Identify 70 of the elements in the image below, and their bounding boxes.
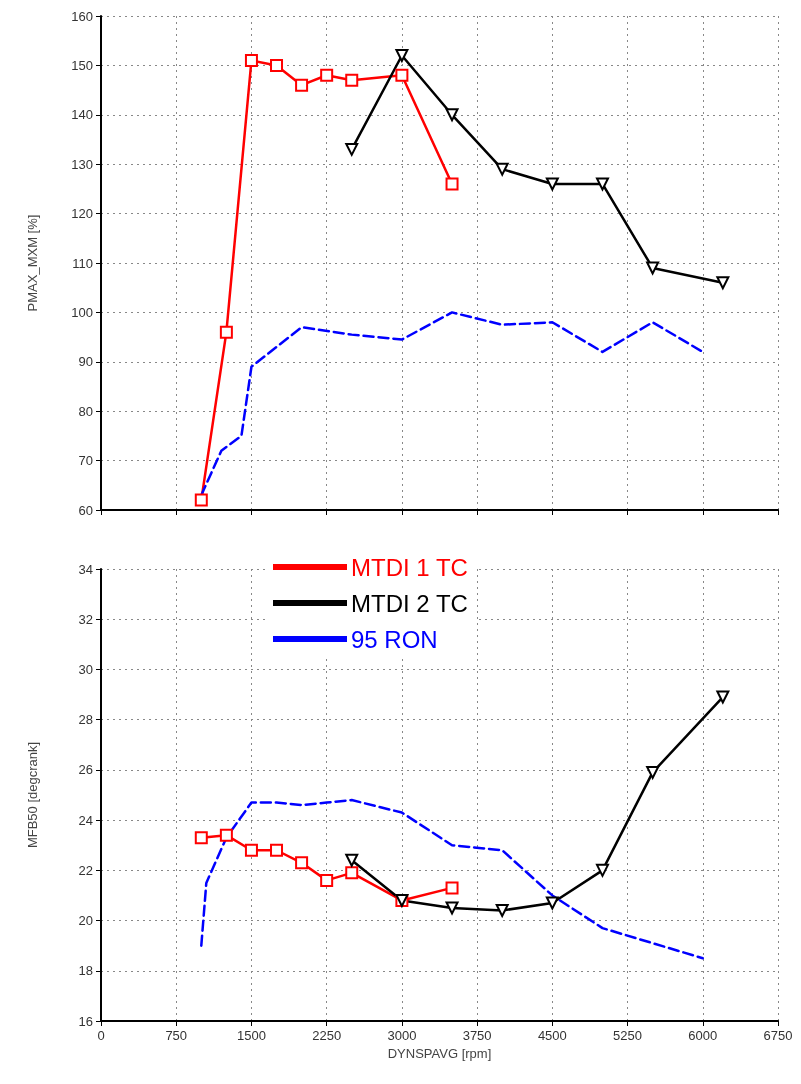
point — [445, 108, 459, 122]
point — [595, 863, 609, 877]
point — [320, 873, 334, 887]
y-tick-label: 26 — [78, 762, 93, 778]
point — [646, 765, 660, 779]
point — [244, 843, 258, 857]
point — [395, 49, 409, 63]
y-tick-label: 30 — [78, 661, 93, 677]
y-tick-label: 130 — [71, 156, 93, 172]
point — [445, 177, 459, 191]
x-tick-label: 2250 — [312, 1028, 342, 1043]
y-tick-label: 70 — [78, 453, 93, 469]
point — [445, 881, 459, 895]
point — [716, 276, 730, 290]
point — [270, 843, 284, 857]
y-tick-label: 34 — [78, 561, 93, 577]
x-tick-label: 3750 — [462, 1028, 492, 1043]
x-tick-label: 5250 — [613, 1028, 643, 1043]
y-tick-label: 100 — [71, 304, 93, 320]
point — [345, 853, 359, 867]
y-axis-title: PMAX_MXM [%] — [25, 214, 40, 312]
y-tick-label: 24 — [78, 812, 93, 828]
point — [194, 493, 208, 507]
point — [495, 162, 509, 176]
y-axis-title: MFB50 [degcrank] — [25, 741, 40, 849]
point — [345, 142, 359, 156]
point — [219, 325, 233, 339]
x-tick-label: 6750 — [763, 1028, 793, 1043]
point — [244, 53, 258, 67]
point — [716, 690, 730, 704]
y-tick-label: 110 — [72, 255, 93, 271]
point — [395, 68, 409, 82]
point — [219, 828, 233, 842]
y-tick-label: 20 — [78, 913, 93, 929]
y-tick-label: 80 — [78, 403, 93, 419]
legend-label: 95 RON — [351, 625, 438, 653]
point — [595, 177, 609, 191]
point — [295, 78, 309, 92]
y-tick-label: 150 — [71, 57, 93, 73]
line-series — [200, 798, 705, 960]
y-tick-label: 16 — [78, 1013, 93, 1029]
point — [646, 261, 660, 275]
point — [345, 73, 359, 87]
x-tick-label: 1500 — [236, 1028, 266, 1043]
point — [295, 856, 309, 870]
legend-label: MTDI 2 TC — [351, 589, 468, 617]
legend-label: MTDI 1 TC — [351, 553, 468, 581]
y-tick-label: 28 — [78, 712, 93, 728]
x-tick-label: 4500 — [537, 1028, 567, 1043]
x-axis-title: DYNSPAVG [rpm] — [387, 1045, 492, 1061]
y-tick-label: 32 — [78, 611, 93, 627]
y-tick-label: 160 — [71, 8, 93, 24]
point — [495, 904, 509, 918]
point — [345, 866, 359, 880]
x-tick-label: 6000 — [688, 1028, 718, 1043]
point — [545, 896, 559, 910]
point — [445, 901, 459, 915]
y-tick-label: 120 — [71, 206, 93, 222]
x-tick-label: 3000 — [387, 1028, 417, 1043]
x-tick-label: 0 — [97, 1028, 105, 1043]
x-tick-label: 750 — [165, 1028, 188, 1043]
y-tick-label: 22 — [78, 862, 93, 878]
y-tick-label: 90 — [78, 354, 93, 370]
y-tick-label: 60 — [78, 502, 93, 518]
point — [545, 177, 559, 191]
point — [194, 831, 208, 845]
y-tick-label: 18 — [78, 963, 93, 979]
point — [320, 68, 334, 82]
y-tick-label: 140 — [71, 107, 93, 123]
point — [270, 58, 284, 72]
